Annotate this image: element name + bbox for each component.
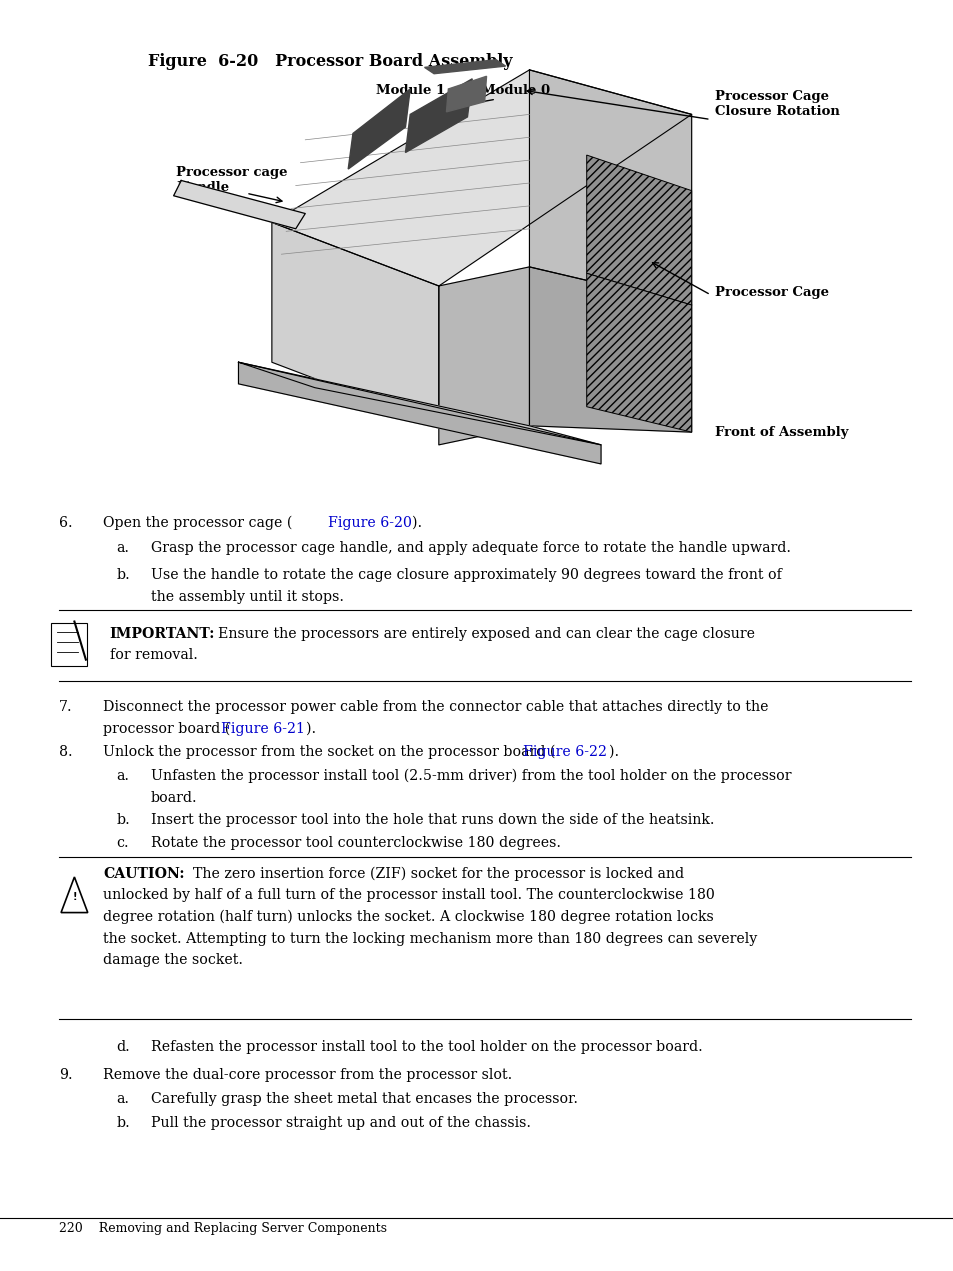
Text: damage the socket.: damage the socket. (103, 953, 243, 967)
Text: Carefully grasp the sheet metal that encases the processor.: Carefully grasp the sheet metal that enc… (151, 1092, 578, 1106)
Text: ).: ). (608, 745, 618, 759)
Text: Open the processor cage (: Open the processor cage ( (103, 516, 293, 530)
Text: the assembly until it stops.: the assembly until it stops. (151, 590, 343, 604)
Polygon shape (529, 70, 691, 305)
Text: The zero insertion force (ZIF) socket for the processor is locked and: The zero insertion force (ZIF) socket fo… (193, 867, 683, 881)
Text: Module 1: Module 1 (375, 84, 444, 97)
Text: ).: ). (306, 722, 316, 736)
Text: Unlock the processor from the socket on the processor board (: Unlock the processor from the socket on … (103, 745, 555, 759)
Polygon shape (272, 70, 691, 286)
Text: a.: a. (116, 1092, 130, 1106)
Polygon shape (272, 222, 438, 426)
Polygon shape (173, 180, 305, 229)
Text: 8.: 8. (59, 745, 72, 759)
Text: !: ! (72, 892, 76, 902)
Text: Front of Assembly: Front of Assembly (715, 426, 848, 438)
Text: 6.: 6. (59, 516, 72, 530)
Text: unlocked by half of a full turn of the processor install tool. The counterclockw: unlocked by half of a full turn of the p… (103, 888, 714, 902)
Text: the socket. Attempting to turn the locking mechanism more than 180 degrees can s: the socket. Attempting to turn the locki… (103, 932, 757, 946)
Polygon shape (586, 273, 691, 432)
Polygon shape (238, 362, 600, 445)
Text: Figure 6-22: Figure 6-22 (522, 745, 606, 759)
Text: Processor Cage: Processor Cage (715, 286, 828, 299)
Text: CAUTION:: CAUTION: (103, 867, 184, 881)
Text: Ensure the processors are entirely exposed and can clear the cage closure: Ensure the processors are entirely expos… (217, 627, 754, 641)
Text: b.: b. (116, 568, 130, 582)
Text: Figure 6-20: Figure 6-20 (328, 516, 412, 530)
FancyBboxPatch shape (51, 623, 87, 666)
Text: 220    Removing and Replacing Server Components: 220 Removing and Replacing Server Compon… (59, 1223, 387, 1235)
Text: Remove the dual-core processor from the processor slot.: Remove the dual-core processor from the … (103, 1068, 512, 1082)
Polygon shape (61, 877, 88, 913)
Polygon shape (405, 79, 472, 153)
Text: board.: board. (151, 791, 197, 805)
Polygon shape (446, 76, 486, 112)
Text: b.: b. (116, 1116, 130, 1130)
Polygon shape (424, 60, 505, 74)
Text: Use the handle to rotate the cage closure approximately 90 degrees toward the fr: Use the handle to rotate the cage closur… (151, 568, 781, 582)
Text: ).: ). (412, 516, 422, 530)
Text: b.: b. (116, 813, 130, 827)
Text: 7.: 7. (59, 700, 72, 714)
Text: for removal.: for removal. (110, 648, 197, 662)
Polygon shape (529, 267, 691, 432)
Text: c.: c. (116, 836, 129, 850)
Text: Figure  6-20   Processor Board Assembly: Figure 6-20 Processor Board Assembly (148, 53, 512, 70)
Text: Figure 6-21: Figure 6-21 (221, 722, 305, 736)
Polygon shape (348, 89, 410, 169)
Text: a.: a. (116, 541, 130, 555)
Text: Pull the processor straight up and out of the chassis.: Pull the processor straight up and out o… (151, 1116, 530, 1130)
Text: Refasten the processor install tool to the tool holder on the processor board.: Refasten the processor install tool to t… (151, 1040, 701, 1054)
Text: Processor Cage
Closure Rotation: Processor Cage Closure Rotation (715, 90, 840, 118)
Text: Insert the processor tool into the hole that runs down the side of the heatsink.: Insert the processor tool into the hole … (151, 813, 714, 827)
Polygon shape (586, 155, 691, 305)
Text: IMPORTANT:: IMPORTANT: (110, 627, 214, 641)
Text: Disconnect the processor power cable from the connector cable that attaches dire: Disconnect the processor power cable fro… (103, 700, 768, 714)
Polygon shape (238, 362, 600, 464)
Text: Rotate the processor tool counterclockwise 180 degrees.: Rotate the processor tool counterclockwi… (151, 836, 560, 850)
Text: degree rotation (half turn) unlocks the socket. A clockwise 180 degree rotation : degree rotation (half turn) unlocks the … (103, 910, 713, 924)
Text: processor board (: processor board ( (103, 722, 230, 736)
Text: d.: d. (116, 1040, 130, 1054)
Text: 9.: 9. (59, 1068, 72, 1082)
Text: a.: a. (116, 769, 130, 783)
Text: Unfasten the processor install tool (2.5-mm driver) from the tool holder on the : Unfasten the processor install tool (2.5… (151, 769, 790, 783)
Text: Grasp the processor cage handle, and apply adequate force to rotate the handle u: Grasp the processor cage handle, and app… (151, 541, 790, 555)
Text: Module 0: Module 0 (480, 84, 549, 97)
Polygon shape (438, 267, 529, 445)
Text: Processor cage
Handle: Processor cage Handle (176, 167, 288, 194)
